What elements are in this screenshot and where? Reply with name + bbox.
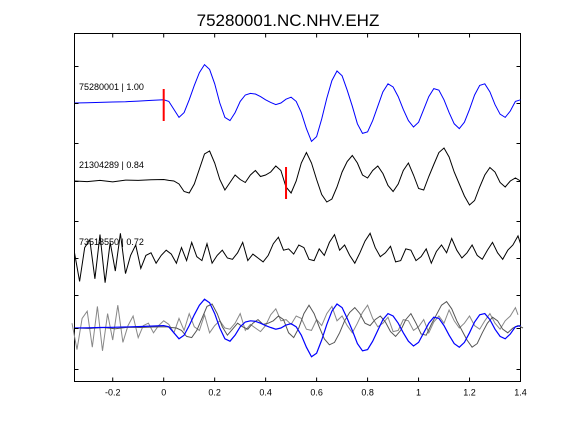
overlay-trace-2 (76, 300, 524, 348)
overlay-trace-3 (71, 304, 519, 351)
x-tick-label: 1.2 (463, 388, 476, 398)
traces-layer (71, 63, 524, 358)
trace-labels-layer: 75280001 | 1.00 21304289 | 0.84 73518550 |… (79, 82, 144, 247)
x-tick-label: -0.2 (105, 388, 121, 398)
trace-label-1: 75280001 | 1.00 (79, 82, 144, 92)
x-tick-label: 0.4 (259, 388, 272, 398)
overlay-trace-1 (74, 298, 521, 358)
x-tick-label: 0.8 (361, 388, 374, 398)
trace-label-3: 73518550 | 0.72 (79, 237, 144, 247)
x-tick-label: 0.6 (310, 388, 323, 398)
plot-frame (74, 33, 521, 382)
trace-line-1 (74, 63, 521, 143)
chart-title: 75280001.NC.NHV.EHZ (197, 11, 380, 30)
x-tick-label: 0.2 (208, 388, 221, 398)
picks-layer (162, 89, 288, 199)
x-tick-label: 0 (161, 388, 166, 398)
axis-ticks-layer: -0.2 0 0.2 0.4 0.6 0.8 1 1.2 1.4 (74, 33, 527, 398)
x-tick-label: 1 (416, 388, 421, 398)
trace-line-2 (74, 147, 521, 206)
trace-label-2: 21304289 | 0.84 (79, 160, 144, 170)
trace-line-3 (74, 232, 521, 283)
x-tick-label: 1.4 (514, 388, 527, 398)
